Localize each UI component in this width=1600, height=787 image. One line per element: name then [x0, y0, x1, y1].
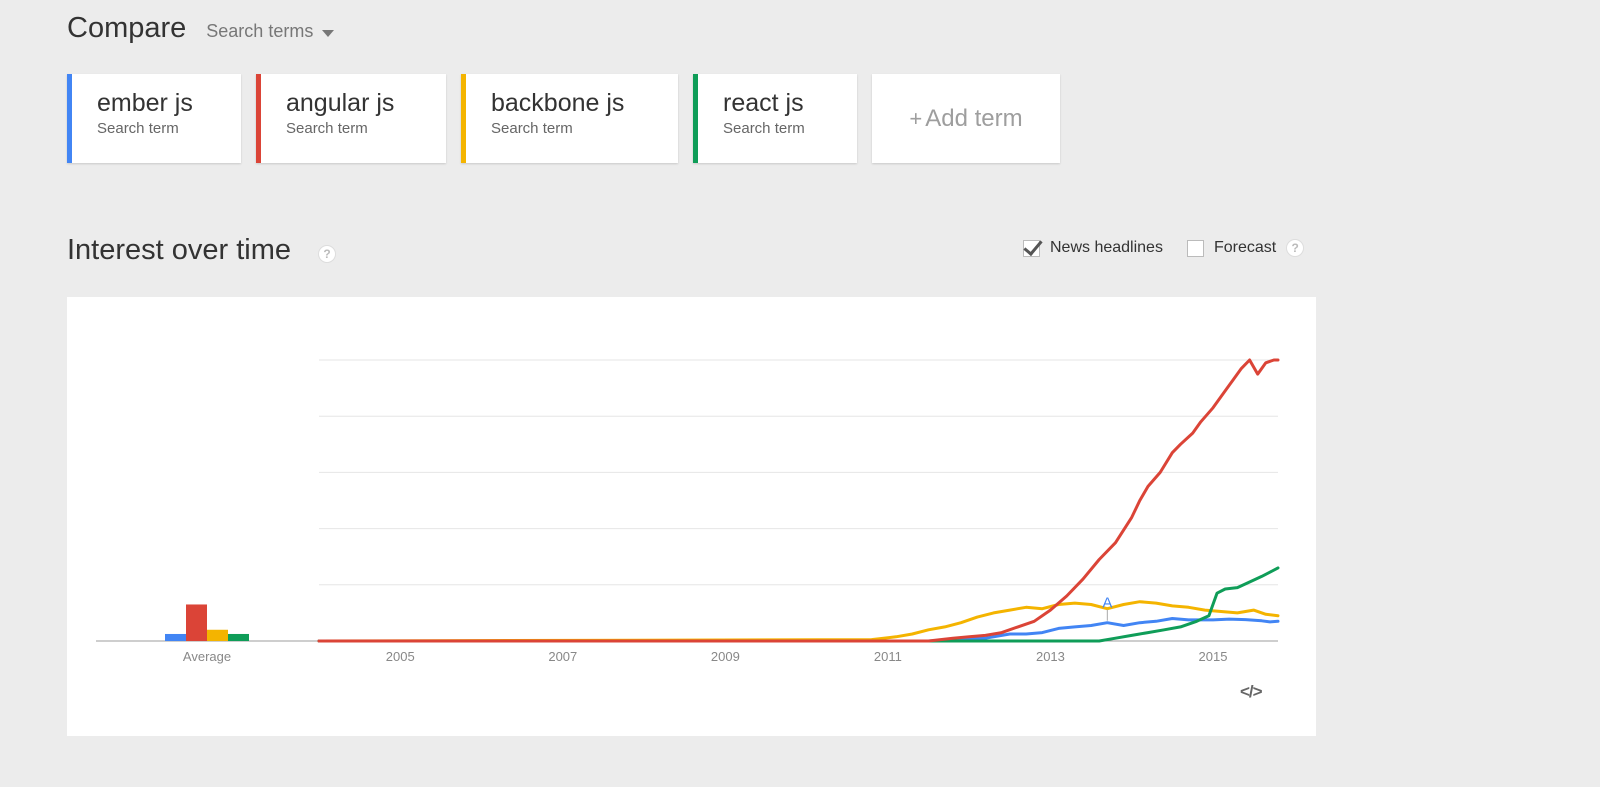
x-tick-label: 2007 — [548, 649, 577, 664]
compare-title: Compare — [67, 12, 187, 44]
x-tick-label: 2009 — [711, 649, 740, 664]
term-list: ember js Search term angular js Search t… — [67, 74, 1060, 163]
x-tick-label: 2005 — [386, 649, 415, 664]
x-tick-label: 2011 — [874, 649, 902, 664]
forecast-toggle[interactable]: Forecast — [1186, 239, 1277, 257]
section-title: Interest over time — [67, 234, 292, 266]
average-bar-ember-js — [165, 633, 186, 641]
term-subtitle: Search term — [286, 120, 368, 137]
average-bar-angular-js — [186, 604, 207, 641]
compare-header: Compare Search terms — [67, 12, 335, 45]
interest-chart-card: Average 2005 2007 2009 2011 2013 2015 A </> — [67, 297, 1316, 736]
search-terms-dropdown[interactable]: Search terms — [206, 21, 335, 42]
average-bar-react-js — [228, 633, 249, 641]
x-tick-label: 2013 — [1036, 649, 1065, 664]
add-term-button[interactable]: + Add term — [872, 74, 1060, 163]
term-name: react js — [723, 89, 804, 117]
interest-chart: Average 2005 2007 2009 2011 2013 2015 A — [96, 358, 1280, 664]
dropdown-label: Search terms — [206, 21, 314, 41]
interest-over-time-header: Interest over time ? — [67, 234, 337, 267]
term-card-react[interactable]: react js Search term — [693, 74, 857, 163]
term-subtitle: Search term — [723, 120, 805, 137]
term-card-ember[interactable]: ember js Search term — [67, 74, 241, 163]
news-headlines-label: News headlines — [1050, 239, 1163, 256]
series-line-angular-js — [317, 358, 1280, 643]
term-name: ember js — [97, 89, 193, 117]
forecast-label: Forecast — [1213, 239, 1277, 256]
series-line-backbone-js — [317, 600, 1280, 643]
caret-down-icon — [322, 30, 335, 37]
average-bar-backbone-js — [207, 629, 228, 641]
chart-options: News headlines Forecast ? — [1023, 239, 1305, 257]
news-headlines-checkbox[interactable] — [1023, 239, 1040, 257]
news-headlines-toggle[interactable]: News headlines — [1023, 239, 1163, 257]
x-tick-label: 2015 — [1199, 649, 1228, 664]
forecast-help-icon[interactable]: ? — [1286, 239, 1305, 257]
forecast-checkbox[interactable] — [1186, 239, 1204, 257]
embed-code-icon[interactable]: </> — [1240, 682, 1263, 701]
term-name: backbone js — [491, 89, 625, 117]
series-line-ember-js — [317, 617, 1280, 643]
plus-icon: + — [909, 105, 923, 131]
term-card-angular[interactable]: angular js Search term — [256, 74, 446, 163]
help-icon[interactable]: ? — [318, 244, 337, 263]
term-card-backbone[interactable]: backbone js Search term — [461, 74, 678, 163]
average-label: Average — [183, 649, 231, 664]
term-name: angular js — [286, 89, 395, 117]
add-term-label: Add term — [925, 104, 1023, 132]
series-line-react-js — [317, 566, 1280, 643]
term-subtitle: Search term — [97, 120, 179, 137]
term-subtitle: Search term — [491, 120, 573, 137]
news-annotation-marker[interactable]: A — [1102, 595, 1112, 612]
